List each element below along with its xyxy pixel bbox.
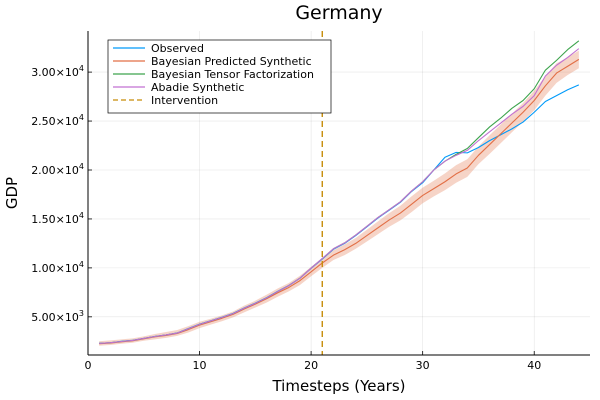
ticks: 0 10 20 30 40 5.00×103 1.00×104 1.50×104 2.00×10… bbox=[31, 64, 541, 372]
x-axis-title: Timesteps (Years) bbox=[271, 377, 405, 395]
x-tick-label: 0 bbox=[85, 359, 92, 372]
legend-box bbox=[107, 39, 332, 114]
y-tick-label: 3.00×104 bbox=[31, 64, 84, 79]
y-tick-label: 1.50×104 bbox=[31, 211, 84, 226]
legend-label: Bayesian Predicted Synthetic bbox=[151, 55, 312, 68]
axes bbox=[87, 31, 590, 356]
y-tick-label: 5.00×103 bbox=[31, 309, 84, 324]
y-tick-label: 2.50×104 bbox=[31, 113, 84, 128]
legend-label: Bayesian Tensor Factorization bbox=[151, 68, 314, 81]
x-tick-label: 20 bbox=[304, 359, 318, 372]
chart-title: Germany bbox=[295, 2, 382, 24]
y-axis-title: GDP bbox=[3, 177, 21, 209]
y-tick-label: 1.00×104 bbox=[31, 260, 84, 275]
x-tick-label: 10 bbox=[193, 359, 207, 372]
y-tick-label: 2.00×104 bbox=[31, 162, 84, 177]
legend-label: Intervention bbox=[151, 94, 218, 107]
x-tick-label: 40 bbox=[527, 359, 541, 372]
x-tick-label: 30 bbox=[416, 359, 430, 372]
series-line-4 bbox=[99, 48, 580, 344]
legend-label: Observed bbox=[151, 42, 204, 55]
legend-label: Abadie Synthetic bbox=[151, 81, 244, 94]
